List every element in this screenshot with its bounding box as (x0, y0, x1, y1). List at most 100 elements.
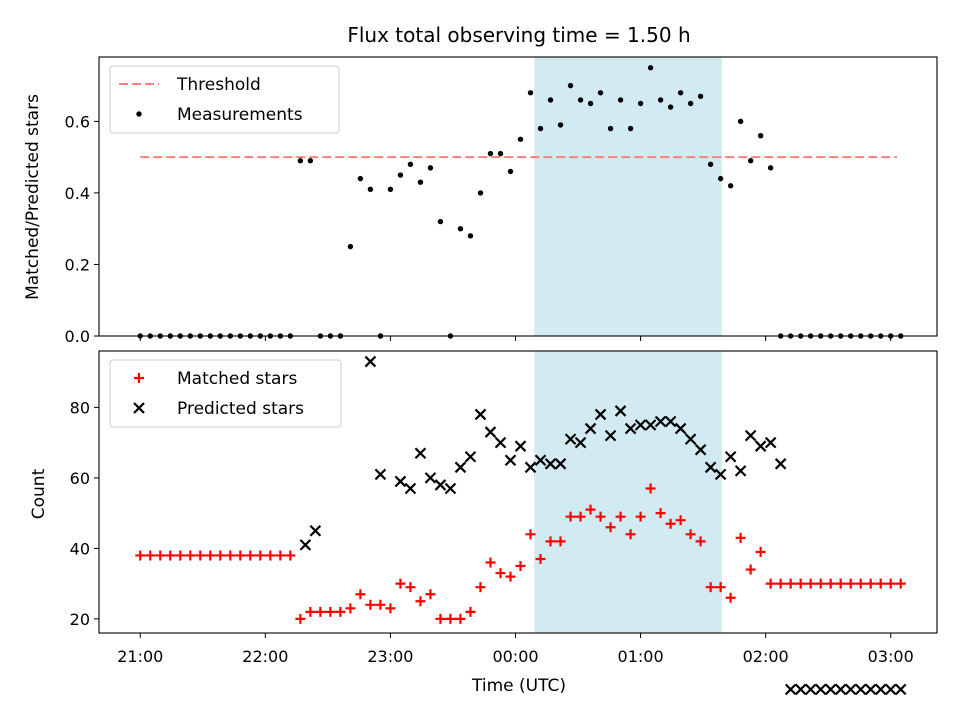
predicted-star-point (864, 683, 877, 696)
measurement-point (587, 100, 594, 107)
matched-star-point (145, 550, 156, 561)
measurement-point (607, 125, 614, 132)
predicted-star-point (634, 419, 647, 431)
measurement-point (417, 179, 424, 185)
predicted-star-point (834, 683, 847, 696)
matched-star-point (665, 518, 676, 529)
matched-star-point (625, 529, 636, 540)
predicted-star-point (524, 461, 537, 474)
predicted-star-point (614, 405, 627, 417)
predicted-star-point (604, 429, 617, 442)
predicted-star-point (714, 468, 727, 481)
measurement-point (577, 97, 584, 103)
matched-star-point (185, 550, 196, 561)
measurement-point (387, 186, 394, 193)
measurement-point (467, 233, 474, 239)
matched-star-point (545, 536, 556, 547)
predicted-star-point (734, 465, 747, 477)
matched-star-point (505, 571, 516, 582)
predicted-star-point (644, 419, 657, 431)
measurement-point (737, 118, 744, 125)
predicted-star-point (424, 472, 437, 484)
measurement-point (567, 82, 574, 89)
matched-star-point (165, 550, 176, 561)
matched-star-point (425, 589, 436, 600)
measurement-point (297, 158, 304, 164)
matched-star-point (725, 592, 736, 603)
matched-star-point (245, 550, 256, 561)
measurement-point (667, 104, 674, 110)
predicted-star-point (464, 450, 477, 463)
legend-matched-swatch (134, 373, 144, 383)
observing-window-band (534, 351, 722, 633)
predicted-star-point (374, 468, 387, 481)
measurement-point (477, 190, 484, 196)
matched-star-point (645, 483, 656, 494)
matched-star-point (195, 550, 206, 561)
predicted-star-point (724, 450, 737, 463)
matched-star-point (835, 578, 846, 589)
matched-star-point (775, 578, 786, 589)
measurement-point (507, 168, 514, 175)
measurement-point (657, 97, 664, 103)
matched-star-point (215, 550, 226, 561)
predicted-star-point (534, 454, 547, 467)
matched-star-point (375, 599, 386, 610)
predicted-star-point (884, 683, 897, 696)
matched-star-point (485, 557, 496, 568)
measurement-point (347, 243, 354, 250)
matched-star-point (525, 529, 536, 540)
predicted-star-point (774, 458, 787, 470)
matched-star-point (205, 550, 216, 561)
measurement-point (527, 90, 534, 96)
legend-label: Threshold (176, 75, 261, 95)
legend-label: Predicted stars (177, 399, 304, 419)
y-tick-label: 0.6 (65, 112, 90, 131)
matched-star-point (555, 536, 566, 547)
matched-star-point (415, 596, 426, 607)
measurement-point (397, 172, 404, 178)
measurement-point (687, 100, 694, 107)
predicted-star-point (364, 355, 377, 368)
legend: Threshold Measurements (109, 65, 340, 134)
measurement-point (437, 218, 444, 225)
matched-star-point (795, 578, 806, 589)
matched-star-point (355, 589, 366, 600)
measurement-point (717, 175, 724, 182)
legend: Matched stars Predicted stars (109, 359, 342, 428)
matched-star-point (825, 578, 836, 589)
matched-star-point (225, 550, 236, 561)
panel-ratio: 0.0 0.2 0.4 0.6 Threshold Measurements (65, 56, 938, 346)
matched-star-point (875, 578, 886, 589)
x-tick-label: 21:00 (117, 647, 163, 666)
y-tick-label: 0.0 (65, 327, 90, 346)
measurement-point (517, 136, 524, 142)
y-tick-label: 80 (70, 398, 90, 417)
predicted-star-point (504, 454, 517, 467)
measurement-point (487, 150, 494, 157)
predicted-star-point (664, 415, 677, 428)
matched-star-point (765, 578, 776, 589)
predicted-star-point (804, 683, 817, 696)
matched-star-point (655, 508, 666, 519)
predicted-star-point (694, 443, 707, 456)
measurement-point (597, 90, 604, 96)
matched-star-point (595, 511, 606, 522)
y-tick-label: 40 (70, 539, 90, 558)
predicted-star-point (814, 683, 827, 696)
measurement-point (457, 225, 464, 232)
matched-star-point (235, 550, 246, 561)
x-tick-label: 22:00 (242, 647, 288, 666)
x-tick-label: 03:00 (868, 647, 914, 666)
measurement-point (767, 165, 774, 171)
predicted-star-point (674, 422, 687, 435)
measurement-point (627, 125, 634, 132)
legend-measurement-swatch (136, 111, 142, 117)
matched-star-point (605, 522, 616, 533)
measurement-point (557, 122, 564, 128)
matched-star-point (575, 511, 586, 522)
matched-star-point (885, 578, 896, 589)
x-tick-label: 01:00 (618, 647, 664, 666)
matched-star-point (295, 613, 306, 624)
x-tick-label: 00:00 (492, 647, 538, 666)
